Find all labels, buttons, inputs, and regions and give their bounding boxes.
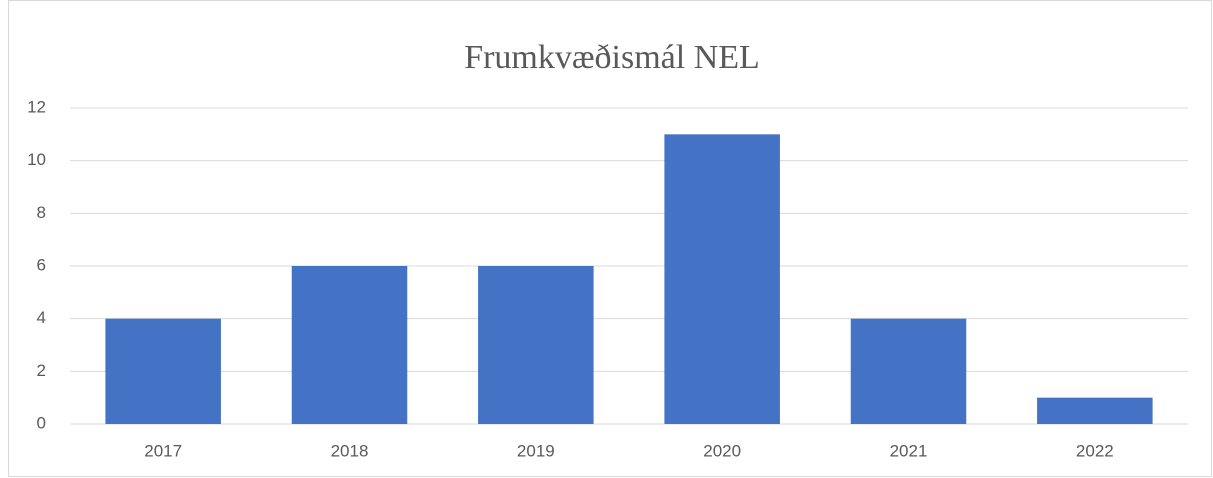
bar xyxy=(478,266,594,424)
y-tick-label: 6 xyxy=(37,255,46,274)
x-tick-label: 2019 xyxy=(517,441,555,460)
x-tick-label: 2018 xyxy=(331,441,369,460)
y-tick-label: 4 xyxy=(37,308,46,327)
chart-title: Frumkvæðismál NEL xyxy=(464,39,760,76)
y-tick-label: 0 xyxy=(37,413,46,432)
bar xyxy=(1037,397,1153,424)
x-tick-label: 2022 xyxy=(1076,441,1114,460)
y-tick-label: 2 xyxy=(37,361,46,380)
x-tick-label: 2020 xyxy=(703,441,741,460)
x-tick-label: 2017 xyxy=(144,441,182,460)
y-tick-label: 12 xyxy=(27,97,46,116)
bar xyxy=(105,318,221,424)
bar xyxy=(850,318,967,424)
bar xyxy=(291,266,408,424)
y-tick-label: 10 xyxy=(27,150,46,169)
x-tick-label: 2021 xyxy=(890,441,928,460)
bar xyxy=(664,134,780,425)
y-tick-label: 8 xyxy=(37,203,46,222)
